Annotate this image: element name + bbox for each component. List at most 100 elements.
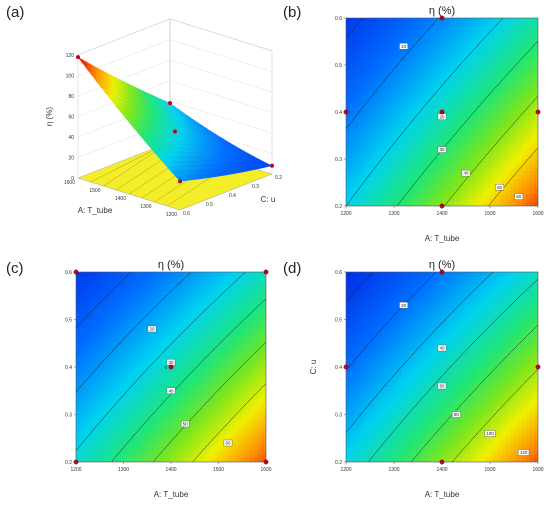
contour-cell: [506, 119, 511, 125]
contour-cell: [506, 108, 511, 113]
contour-cell: [95, 446, 101, 451]
contour-cell: [350, 49, 355, 54]
contour-cell: [410, 49, 415, 54]
contour-cell: [226, 339, 231, 344]
contour-cell: [354, 29, 359, 34]
contour-cell: [434, 186, 439, 191]
contour-cell: [414, 131, 419, 136]
contour-cell: [79, 418, 85, 423]
contour-cell: [174, 450, 180, 455]
contour-cell: [490, 49, 495, 54]
contour-cell: [430, 41, 435, 46]
contour-cell: [414, 37, 419, 42]
contour-cell: [398, 202, 403, 206]
contour-cell: [131, 430, 136, 435]
contour-cell: [482, 92, 487, 97]
contour-cell: [510, 68, 515, 74]
contour-cell: [246, 347, 251, 352]
contour-cell: [518, 108, 523, 113]
contour-cell: [358, 139, 363, 144]
contour-cell: [350, 61, 355, 66]
contour-cell: [490, 178, 495, 183]
contour-cell: [163, 378, 168, 384]
contour-cell: [478, 65, 483, 70]
contour-cell: [462, 178, 467, 183]
contour-cell: [522, 18, 527, 23]
contour-cell: [418, 112, 423, 117]
contour-cell: [87, 323, 93, 328]
contour-cell: [103, 275, 108, 281]
contour-cell: [362, 37, 367, 42]
contour-cell: [210, 327, 215, 332]
contour-cell: [163, 343, 168, 348]
contour-cell: [370, 159, 375, 164]
contour-cell: [190, 303, 196, 308]
contour-cell: [222, 426, 227, 431]
contour-cell: [518, 21, 523, 27]
contour-cell: [214, 378, 219, 384]
contour-cell: [466, 33, 471, 38]
contour-cell: [450, 100, 455, 105]
contour-cell: [450, 72, 455, 78]
contour-cell: [514, 61, 519, 66]
contour-cell: [370, 170, 375, 175]
contour-cell: [171, 279, 176, 285]
contour-cell: [498, 143, 503, 148]
contour-cell: [406, 202, 411, 206]
contour-cell: [458, 61, 463, 66]
contour-cell: [378, 131, 383, 136]
contour-cell: [506, 186, 511, 191]
contour-cell: [202, 367, 207, 372]
contour-cell: [99, 315, 105, 320]
contour-cell: [354, 108, 359, 113]
contour-cell: [242, 272, 247, 277]
contour-cell: [174, 331, 180, 336]
contour-cell: [486, 18, 491, 23]
contour-cell: [83, 327, 89, 332]
contour-cell: [171, 454, 176, 459]
contour-cell: [470, 143, 475, 148]
contour-cell: [163, 406, 168, 411]
contour-cell: [147, 351, 152, 356]
contour-cell: [366, 33, 371, 38]
contour-cell: [518, 96, 523, 101]
contour-cell: [370, 49, 375, 54]
contour-cell: [442, 155, 447, 160]
contour-cell: [394, 49, 399, 54]
contour-cell: [386, 182, 391, 187]
contour-cell: [151, 287, 156, 293]
contour-cell: [222, 378, 227, 384]
contour-cell: [202, 295, 207, 301]
contour-cell: [115, 311, 120, 316]
contour-cell: [242, 406, 247, 411]
contour-cell: [214, 327, 219, 332]
contour-cell: [470, 166, 475, 172]
contour-cell: [446, 119, 451, 125]
contour-cell: [426, 159, 431, 164]
contour-cell: [159, 410, 164, 415]
contour-cell: [119, 410, 124, 415]
contour-cell: [478, 147, 483, 152]
contour-cell: [83, 311, 89, 316]
contour-cell: [394, 108, 399, 113]
contour-cell: [198, 434, 203, 439]
contour-cell: [454, 166, 459, 172]
contour-cell: [378, 33, 383, 38]
contour-cell: [159, 386, 164, 392]
contour-cell: [418, 92, 423, 97]
contour-cell: [202, 359, 207, 364]
contour-cell: [434, 33, 439, 38]
contour-cell: [246, 402, 251, 407]
contour-cell: [478, 61, 483, 66]
contour-cell: [482, 76, 487, 81]
contour-cell: [410, 123, 415, 128]
contour-cell: [99, 446, 105, 451]
contour-cell: [178, 327, 184, 332]
contour-cell: [234, 410, 239, 415]
contour-cell: [362, 135, 367, 140]
contour-cell: [534, 178, 538, 183]
contour-cell: [466, 135, 471, 140]
contour-cell: [139, 422, 144, 427]
contour-cell: [394, 61, 399, 66]
contour-cell: [131, 426, 136, 431]
